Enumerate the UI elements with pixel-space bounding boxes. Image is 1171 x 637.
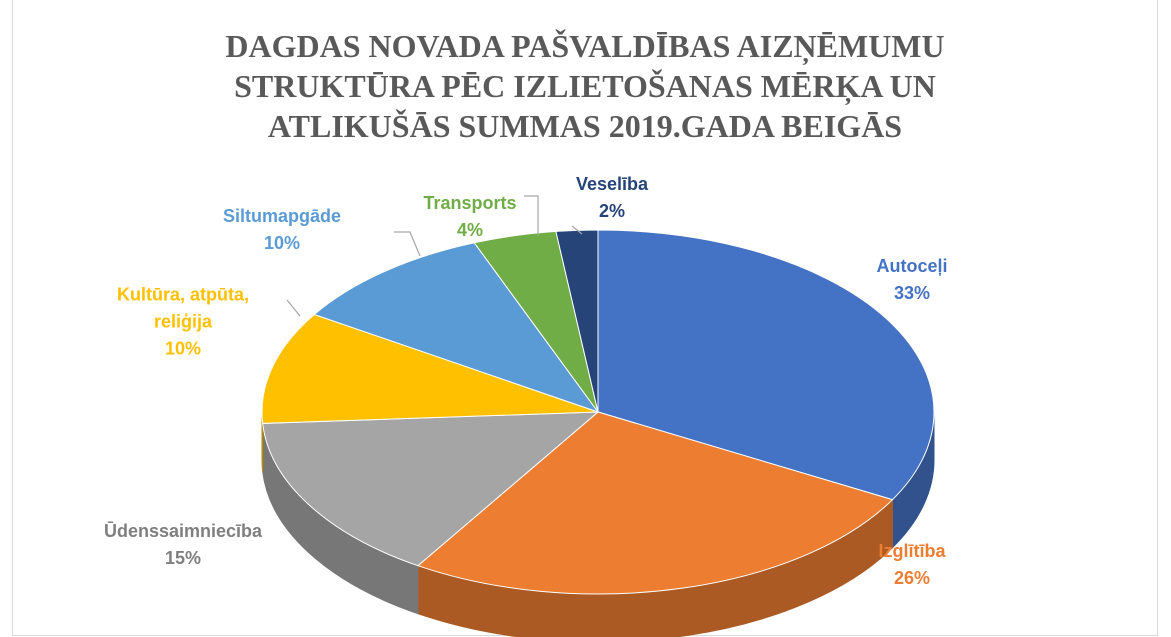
label-category: Autoceļi <box>876 256 948 276</box>
label-value: 26% <box>893 568 931 588</box>
chart-title: DAGDAS NOVADA PAŠVALDĪBAS AIZŅĒMUMU STRU… <box>225 28 945 144</box>
label-category: Izglītība <box>878 541 946 561</box>
label-value: 33% <box>893 283 931 303</box>
label-value: 10% <box>263 233 301 253</box>
label-value: 4% <box>456 220 483 240</box>
label-category: Kultūra, atpūta, reliģija <box>116 284 249 332</box>
data-label: Transports 4% <box>390 190 550 244</box>
label-category: Transports <box>423 193 517 213</box>
leader-line <box>286 299 301 317</box>
data-label: Izglītība 26% <box>812 538 1012 592</box>
label-value: 2% <box>598 201 625 221</box>
leader-line <box>524 195 539 236</box>
label-category: Veselība <box>575 174 649 194</box>
data-label: Kultūra, atpūta, reliģija 10% <box>93 282 273 363</box>
slice <box>597 229 935 501</box>
label-value: 15% <box>164 548 202 568</box>
leader-line <box>571 225 583 235</box>
label-value: 10% <box>164 338 202 359</box>
slice <box>416 411 894 595</box>
data-label: Autoceļi 33% <box>812 253 1012 307</box>
label-category: Ūdenssaimniecība <box>103 521 263 541</box>
label-category: Siltumapgāde <box>222 206 342 226</box>
data-label: Ūdenssaimniecība 15% <box>73 518 293 572</box>
data-label: Veselība 2% <box>552 171 672 225</box>
slice <box>261 313 599 424</box>
data-label: Siltumapgāde 10% <box>182 203 382 257</box>
slice <box>313 242 600 413</box>
slice <box>262 411 600 567</box>
leader-line <box>394 231 421 257</box>
